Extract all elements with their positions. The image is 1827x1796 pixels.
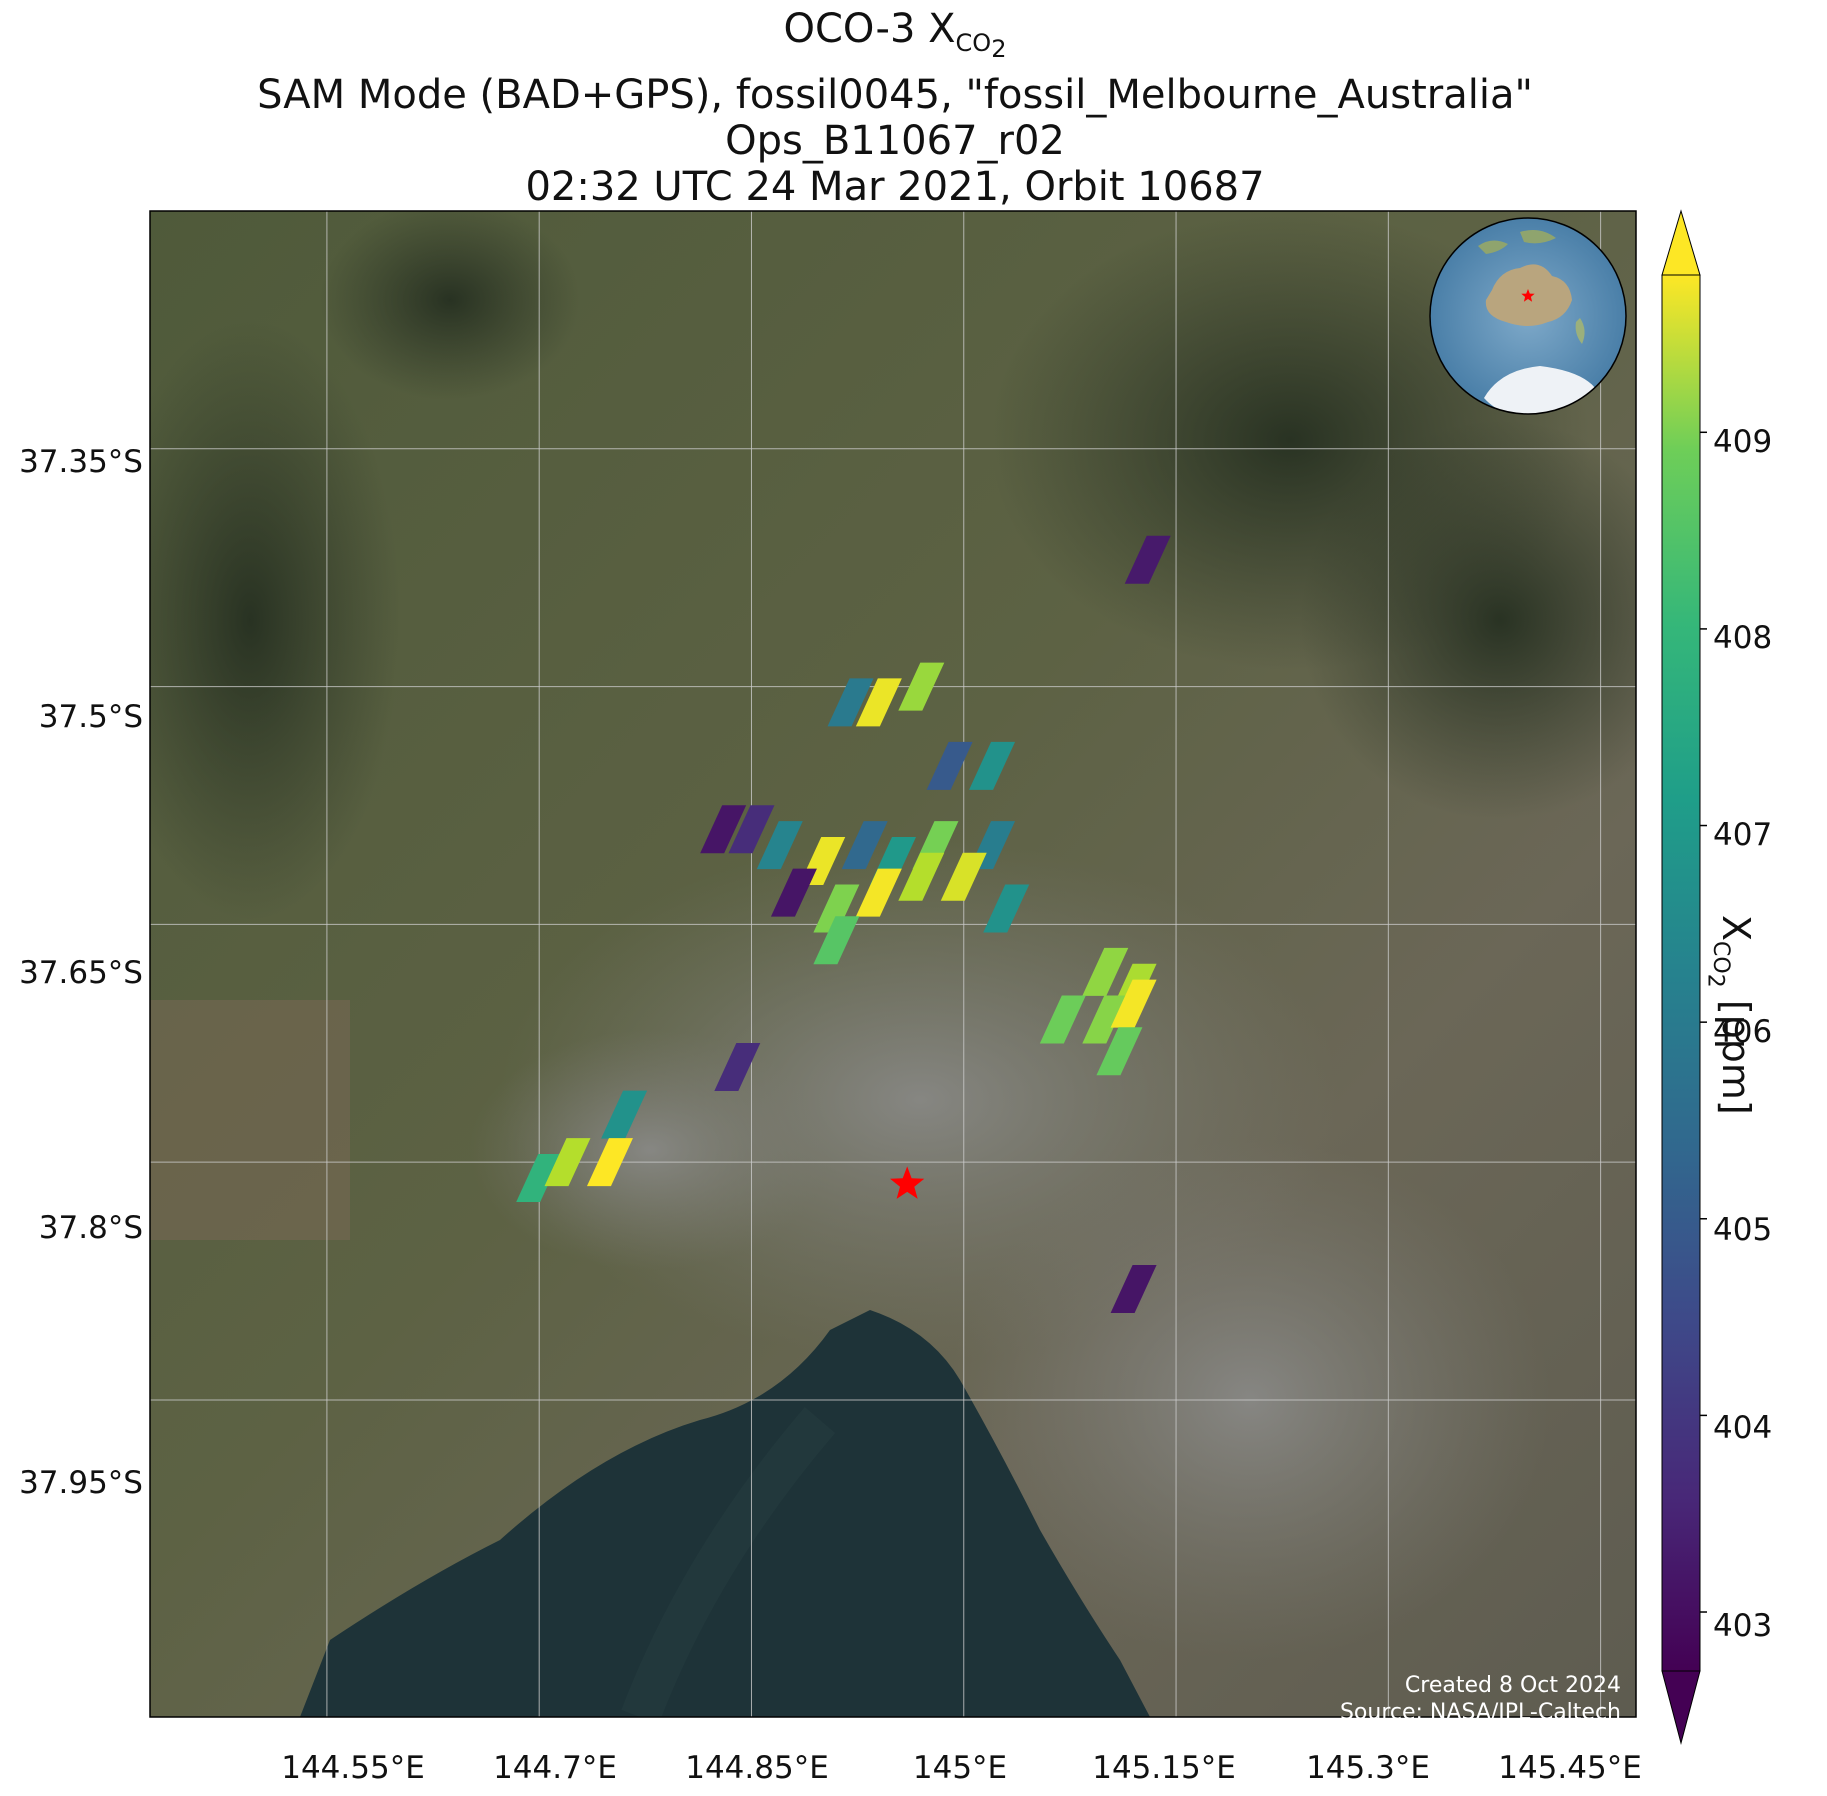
- sounding-footprint: [700, 805, 747, 854]
- globe-target-star-icon: [1521, 289, 1535, 302]
- sounding-footprint: [601, 1090, 648, 1139]
- y-tick-label: 37.65°S: [19, 955, 143, 991]
- y-tick-label: 37.8°S: [38, 1210, 143, 1246]
- title-line-3: Ops_B11067_r02: [725, 117, 1065, 164]
- y-tick-label: 37.95°S: [19, 1465, 143, 1501]
- colorbar-tick-label: 409: [1713, 424, 1773, 460]
- colorbar-tick-label: 405: [1713, 1212, 1773, 1248]
- x-tick-label: 144.7°E: [493, 1750, 617, 1786]
- sounding-footprint: [756, 821, 803, 870]
- sounding-footprint: [1082, 995, 1129, 1044]
- sounding-footprint: [983, 884, 1030, 933]
- sounding-footprint: [728, 805, 775, 854]
- x-tick-label: 144.85°E: [685, 1750, 829, 1786]
- x-tick-label: 144.55°E: [281, 1750, 425, 1786]
- source-credit: Source: NASA/JPL-Caltech: [1339, 1700, 1621, 1725]
- created-credit: Created 8 Oct 2024: [1404, 1673, 1621, 1698]
- basemap: [150, 211, 1636, 1717]
- title-line-4: 02:32 UTC 24 Mar 2021, Orbit 10687: [525, 163, 1265, 210]
- x-tick-label: 145.45°E: [1498, 1750, 1642, 1786]
- sounding-footprint: [813, 916, 860, 965]
- sounding-footprint: [855, 678, 902, 727]
- gridlines: [150, 211, 1636, 1717]
- sounding-footprint: [841, 821, 888, 870]
- sounding-footprint: [898, 852, 945, 901]
- title-line-1: OCO-3 XCO2: [783, 6, 1007, 63]
- y-tick-label: 37.35°S: [19, 444, 143, 480]
- colorbar: [1661, 209, 1707, 1745]
- colorbar-tick-label: 407: [1713, 817, 1773, 853]
- sounding-footprint: [898, 662, 945, 711]
- sounding-footprint: [1124, 535, 1171, 584]
- colorbar-tick-label: 406: [1713, 1014, 1773, 1050]
- x-tick-label: 145.3°E: [1306, 1750, 1430, 1786]
- x-tick-label: 145.15°E: [1092, 1750, 1236, 1786]
- colorbar-tick-label: 404: [1713, 1410, 1773, 1446]
- title-line-2: SAM Mode (BAD+GPS), fossil0045, "fossil_…: [257, 71, 1533, 118]
- sounding-footprint: [714, 1043, 761, 1092]
- sounding-footprint: [544, 1138, 591, 1187]
- soundings-layer: [516, 535, 1171, 1313]
- colorbar-tick-label: 408: [1713, 620, 1773, 656]
- sounding-footprint: [827, 678, 874, 727]
- sounding-footprint: [1096, 1027, 1143, 1076]
- sounding-footprint: [855, 868, 902, 917]
- colorbar-tick-label: 403: [1713, 1608, 1773, 1644]
- target-star-icon: [890, 1166, 925, 1199]
- sounding-footprint: [1039, 995, 1086, 1044]
- sounding-footprint: [1110, 1264, 1157, 1313]
- sounding-footprint: [1082, 947, 1129, 996]
- chart-title: OCO-3 XCO2 SAM Mode (BAD+GPS), fossil004…: [150, 6, 1640, 210]
- colorbar-title: XCO2 [ppm]: [1703, 915, 1758, 1115]
- sounding-footprint: [586, 1138, 633, 1187]
- sounding-footprint: [940, 852, 987, 901]
- sounding-footprint: [516, 1154, 563, 1203]
- sounding-footprint: [1110, 979, 1157, 1028]
- axes-frame: [149, 210, 1637, 1718]
- sounding-footprint: [969, 741, 1016, 790]
- sounding-footprint: [813, 884, 860, 933]
- y-tick-label: 37.5°S: [38, 699, 143, 735]
- x-tick-label: 145°E: [912, 1750, 1008, 1786]
- sounding-footprint: [926, 741, 973, 790]
- sounding-footprint: [770, 868, 817, 917]
